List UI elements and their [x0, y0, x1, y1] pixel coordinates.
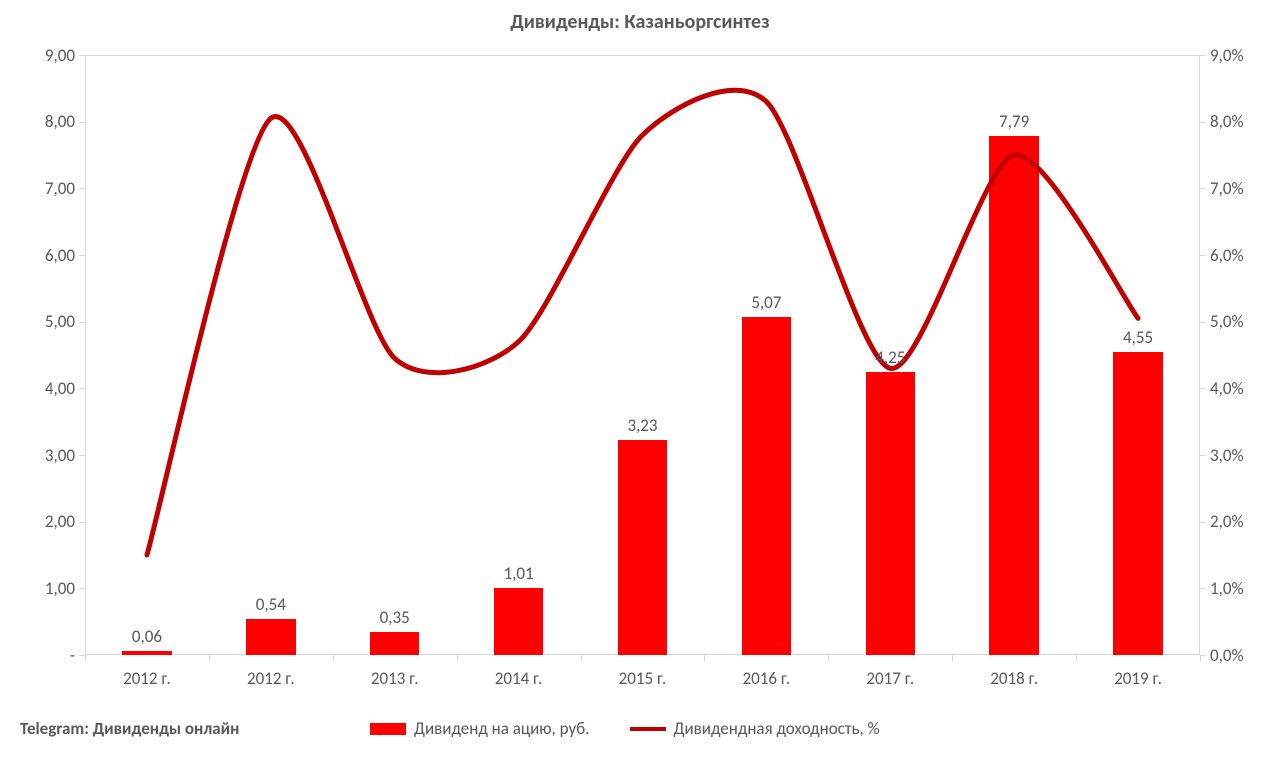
legend-label: Дивидендная доходность, % — [674, 718, 880, 739]
x-tick-label: 2013 г. — [371, 668, 419, 689]
x-tick-label: 2014 г. — [495, 668, 543, 689]
y-tick-mark — [79, 188, 85, 189]
y-tick-mark — [79, 255, 85, 256]
y-tick-mark — [1200, 655, 1206, 656]
y-left-tick-label: 3,00 — [45, 445, 75, 466]
bar-value-label: 4,25 — [875, 347, 905, 368]
y-right-tick-label: 3,0% — [1210, 445, 1244, 466]
y-tick-mark — [1200, 588, 1206, 589]
bar-value-label: 0,54 — [256, 594, 286, 615]
y-tick-mark — [1200, 188, 1206, 189]
bar-value-label: 0,35 — [380, 607, 410, 628]
x-tick-mark — [457, 655, 458, 661]
y-right-tick-label: 8,0% — [1210, 111, 1244, 132]
x-tick-label: 2019 г. — [1114, 668, 1162, 689]
y-tick-mark — [79, 388, 85, 389]
bar-value-label: 1,01 — [504, 563, 534, 584]
bar-value-label: 7,79 — [999, 111, 1029, 132]
x-tick-mark — [581, 655, 582, 661]
x-tick-label: 2017 г. — [866, 668, 914, 689]
y-tick-mark — [79, 122, 85, 123]
x-tick-mark — [333, 655, 334, 661]
y-tick-mark — [1200, 122, 1206, 123]
y-tick-mark — [79, 55, 85, 56]
y-right-tick-label: 6,0% — [1210, 245, 1244, 266]
y-left-tick-label: 5,00 — [45, 311, 75, 332]
y-tick-mark — [1200, 322, 1206, 323]
bar-value-label: 4,55 — [1123, 327, 1153, 348]
y-left-tick-label: 8,00 — [45, 111, 75, 132]
y-left-tick-label: 7,00 — [45, 178, 75, 199]
y-right-tick-label: 5,0% — [1210, 311, 1244, 332]
y-right-tick-label: 9,0% — [1210, 45, 1244, 66]
y-left-tick-label: - — [70, 645, 75, 666]
bar-value-label: 5,07 — [751, 292, 781, 313]
chart-title: Дивиденды: Казаньоргсинтез — [0, 10, 1280, 34]
y-left-tick-label: 4,00 — [45, 378, 75, 399]
x-tick-label: 2016 г. — [743, 668, 791, 689]
bar-value-label: 0,06 — [132, 626, 162, 647]
legend: Дивиденд на ацию, руб. Дивидендная доходн… — [370, 718, 880, 739]
x-tick-mark — [704, 655, 705, 661]
y-tick-mark — [79, 522, 85, 523]
y-right-tick-label: 4,0% — [1210, 378, 1244, 399]
plot-area — [85, 55, 1200, 655]
x-tick-label: 2012 г. — [123, 668, 171, 689]
y-tick-mark — [79, 455, 85, 456]
y-left-tick-label: 9,00 — [45, 45, 75, 66]
footer-note: Telegram: Дивиденды онлайн — [20, 718, 239, 739]
y-left-tick-label: 2,00 — [45, 511, 75, 532]
y-tick-mark — [1200, 55, 1206, 56]
legend-label: Дивиденд на ацию, руб. — [414, 718, 590, 739]
x-tick-mark — [209, 655, 210, 661]
yield-line — [85, 55, 1200, 655]
y-left-tick-label: 6,00 — [45, 245, 75, 266]
y-tick-mark — [79, 322, 85, 323]
y-tick-mark — [79, 588, 85, 589]
y-right-tick-label: 2,0% — [1210, 511, 1244, 532]
y-tick-mark — [79, 655, 85, 656]
y-right-tick-label: 0,0% — [1210, 645, 1244, 666]
y-tick-mark — [1200, 388, 1206, 389]
x-tick-mark — [828, 655, 829, 661]
x-tick-label: 2012 г. — [247, 668, 295, 689]
y-right-tick-label: 7,0% — [1210, 178, 1244, 199]
bar-value-label: 3,23 — [627, 415, 657, 436]
legend-swatch-line — [630, 727, 666, 731]
y-tick-mark — [1200, 522, 1206, 523]
legend-item: Дивидендная доходность, % — [630, 718, 880, 739]
y-right-tick-label: 1,0% — [1210, 578, 1244, 599]
x-tick-label: 2015 г. — [619, 668, 667, 689]
y-tick-mark — [1200, 455, 1206, 456]
x-tick-label: 2018 г. — [990, 668, 1038, 689]
x-tick-mark — [85, 655, 86, 661]
y-tick-mark — [1200, 255, 1206, 256]
legend-swatch-bar — [370, 723, 406, 735]
y-left-tick-label: 1,00 — [45, 578, 75, 599]
chart-container: Дивиденды: Казаньоргсинтез Telegram: Див… — [0, 0, 1280, 763]
x-tick-mark — [1076, 655, 1077, 661]
x-tick-mark — [952, 655, 953, 661]
legend-item: Дивиденд на ацию, руб. — [370, 718, 590, 739]
